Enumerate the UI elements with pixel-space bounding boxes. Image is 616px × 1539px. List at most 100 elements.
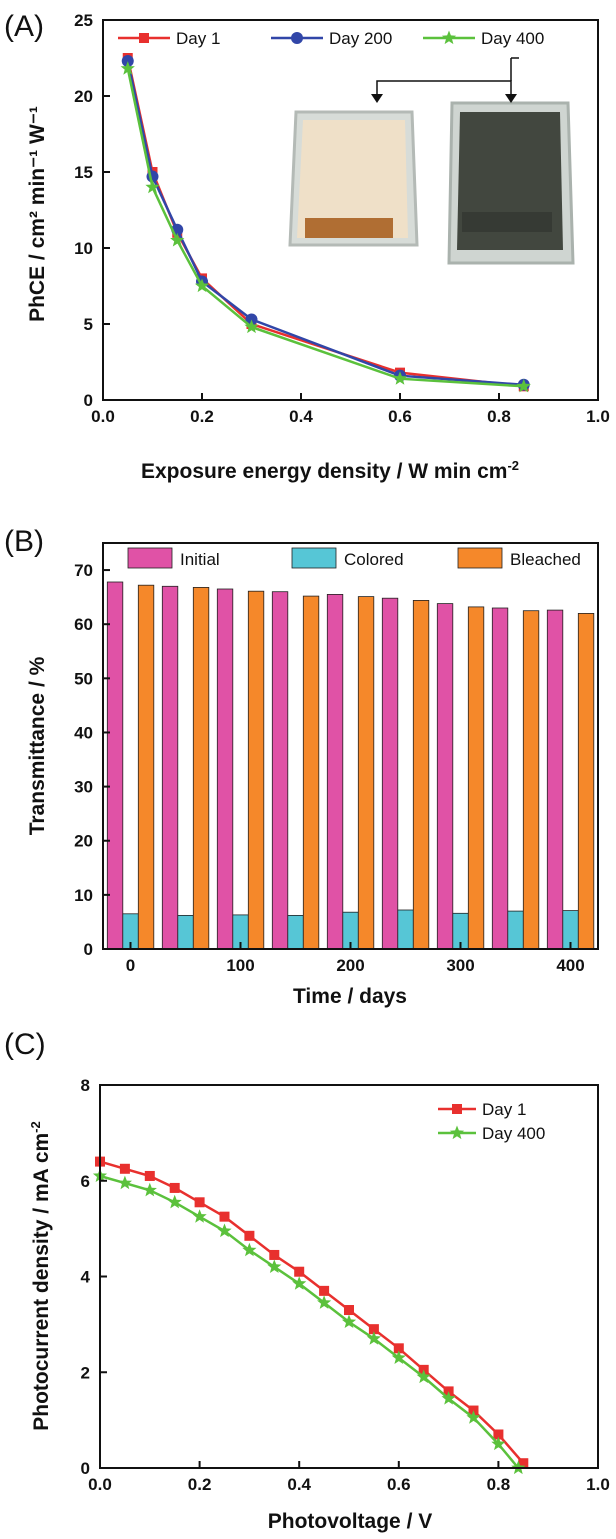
data-point: [244, 1230, 255, 1241]
bar: [397, 909, 414, 950]
data-point: [493, 1429, 504, 1440]
y-tick-label: 8: [81, 1076, 90, 1095]
x-axis-title: Photovoltage / V: [268, 1510, 433, 1533]
data-point: [244, 319, 259, 334]
panel-b: (B) 0 100 200 300 400 0 10 20 30 40 50 60 70 Initial C…: [0, 500, 616, 1020]
legend-swatch: [127, 547, 173, 569]
x-tick-label: 0.8: [487, 407, 511, 426]
legend-label: Day 400: [481, 29, 544, 48]
x-tick-label: 0.4: [289, 407, 313, 426]
data-point: [144, 1170, 155, 1181]
legend-label: Initial: [180, 550, 220, 569]
data-point: [368, 1324, 379, 1335]
data-point: [518, 1458, 529, 1469]
data-point: [169, 1182, 180, 1193]
x-tick-label: 0.0: [88, 1475, 112, 1494]
x-axis-title: Exposure energy density / W min cm-2: [141, 458, 519, 483]
x-tick-label: 0.8: [487, 1475, 511, 1494]
y-tick-label: 30: [74, 778, 93, 797]
bleached-film: [297, 120, 408, 238]
bar: [436, 603, 454, 950]
data-point: [194, 1197, 205, 1208]
x-tick-label: 0.2: [190, 407, 214, 426]
legend-marker: [452, 1104, 462, 1114]
data-point: [119, 1163, 130, 1174]
series-line: [99, 1160, 525, 1465]
y-tick-label: 25: [74, 11, 93, 30]
data-point: [391, 1350, 406, 1364]
bar: [507, 910, 524, 950]
data-point: [194, 278, 210, 293]
x-tick-label: 200: [336, 956, 364, 975]
bar: [137, 584, 155, 950]
data-point: [217, 1223, 232, 1238]
data-point: [267, 1259, 282, 1273]
y-tick-label: 60: [74, 615, 93, 634]
data-point: [393, 1343, 404, 1354]
y-tick-label: 70: [74, 561, 93, 580]
panel-a: (A) 0.0 0.2 0.4 0.6 0.8 1.0 0 5 10 15 20 25 Day 1 Day…: [0, 0, 616, 500]
data-point: [466, 1410, 481, 1424]
y-tick-label: 5: [84, 315, 93, 334]
series-line: [99, 1174, 520, 1469]
chart-a: 0.0 0.2 0.4 0.6 0.8 1.0 0 5 10 15 20 25 Day 1 Day 200…: [26, 11, 610, 483]
bar: [177, 914, 194, 950]
y-tick-label: 2: [81, 1363, 90, 1382]
bar: [271, 591, 289, 950]
legend-label: Bleached: [510, 550, 581, 569]
y-tick-label: 0: [81, 1459, 90, 1478]
x-tick-label: 400: [556, 956, 584, 975]
data-point: [219, 1211, 230, 1222]
legend-marker: [291, 32, 303, 44]
data-point: [294, 1266, 305, 1277]
legend-label: Day 200: [329, 29, 392, 48]
inset-photos: [288, 57, 575, 265]
y-tick-label: 4: [81, 1268, 91, 1287]
y-tick-label: 0: [84, 940, 93, 959]
data-point: [269, 1249, 280, 1260]
bar: [192, 587, 210, 950]
data-point: [392, 371, 408, 385]
x-tick-label: 0.6: [387, 1475, 411, 1494]
y-tick-label: 40: [74, 723, 93, 742]
chart-c: 0.0 0.2 0.4 0.6 0.8 1.0 0 2 4 6 8 Day 1 Day 400 Photo…: [28, 1076, 610, 1533]
inset-bracket: [376, 80, 512, 96]
data-point: [242, 1242, 257, 1257]
y-tick-label: 0: [84, 391, 93, 410]
x-tick-label: 0.0: [91, 407, 115, 426]
panel-c: (C) 0.0 0.2 0.4 0.6 0.8 1.0 0 2 4 6 8 Day 1 Day 400 P…: [0, 1020, 616, 1539]
y-axis-title: Photocurrent density / mA cm-2: [28, 1121, 53, 1431]
y-tick-label: 50: [74, 669, 93, 688]
chart-b: 0 100 200 300 400 0 10 20 30 40 50 60 70 Initial Color…: [26, 542, 599, 1008]
plot-frame: [102, 19, 599, 401]
arrow-head: [505, 94, 517, 103]
bar: [247, 590, 265, 950]
data-point: [192, 1209, 207, 1223]
data-point: [516, 378, 531, 393]
panel-label: (B): [4, 525, 44, 558]
bar: [161, 585, 179, 950]
y-axis-title: PhCE / cm² min⁻¹ W⁻¹: [26, 106, 49, 322]
y-axis-title: Transmittance / %: [26, 656, 49, 835]
x-axis-title: Time / days: [293, 985, 407, 1008]
y-tick-label: 10: [74, 886, 93, 905]
electrode-strip: [462, 212, 552, 232]
bar: [287, 914, 304, 950]
y-tick-label: 15: [74, 163, 93, 182]
data-point: [319, 1285, 330, 1296]
data-point: [491, 1436, 506, 1451]
data-point: [120, 61, 135, 75]
legend-label: Colored: [344, 550, 404, 569]
legend-marker: [139, 33, 149, 43]
data-point: [245, 313, 258, 326]
bar: [546, 609, 564, 950]
x-tick-label: 1.0: [586, 1475, 610, 1494]
legend-label: Day 400: [482, 1124, 545, 1143]
x-tick-label: 100: [226, 956, 254, 975]
x-tick-label: 1.0: [586, 407, 610, 426]
y-tick-label: 6: [81, 1172, 90, 1191]
data-point: [317, 1295, 332, 1309]
x-tick-label: 0: [126, 956, 135, 975]
data-point: [170, 232, 185, 247]
legend-swatch: [291, 547, 337, 569]
